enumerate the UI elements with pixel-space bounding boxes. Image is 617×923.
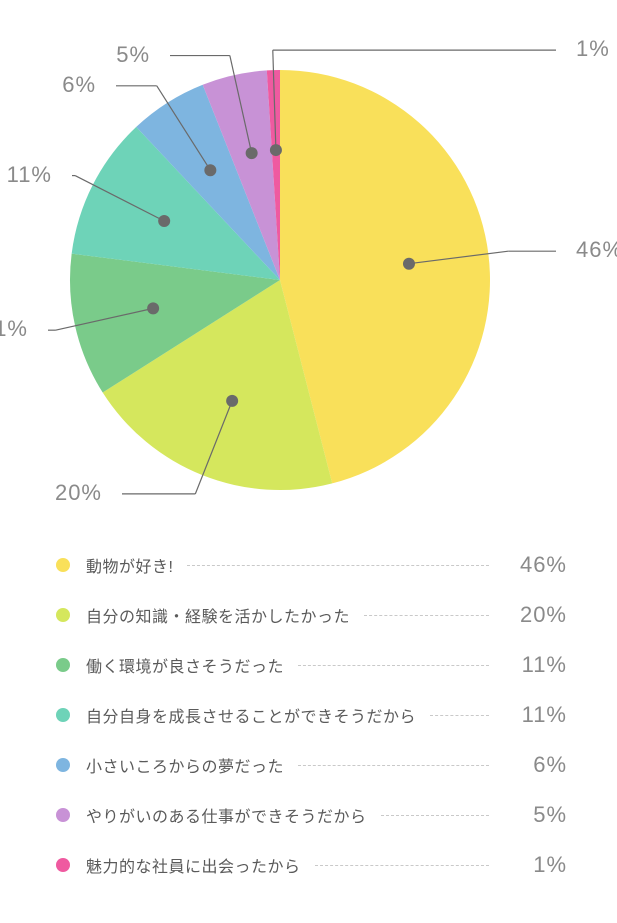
leader-marker — [147, 302, 159, 314]
legend-pct: 11% — [503, 652, 567, 678]
pie-chart: 46% 20% 11% 11% 6% 5% 1% — [0, 0, 617, 540]
legend-row: 小さいころからの夢だった 6% — [56, 740, 567, 790]
legend-row: 自分の知識・経験を活かしたかった 20% — [56, 590, 567, 640]
legend-row: 働く環境が良さそうだった 11% — [56, 640, 567, 690]
callout-pct: 11% — [0, 316, 28, 342]
legend-dot — [56, 808, 70, 822]
legend-leader — [430, 715, 489, 716]
legend-leader — [298, 765, 489, 766]
callout-pct: 5% — [116, 42, 150, 68]
legend-dot — [56, 558, 70, 572]
legend-row: 魅力的な社員に出会ったから 1% — [56, 840, 567, 890]
legend-pct: 6% — [503, 752, 567, 778]
legend-leader — [364, 615, 489, 616]
legend-dot — [56, 708, 70, 722]
legend-dot — [56, 608, 70, 622]
legend-pct: 46% — [503, 552, 567, 578]
legend-pct: 1% — [503, 852, 567, 878]
legend-label: 魅力的な社員に出会ったから — [86, 853, 301, 877]
callout-pct: 20% — [55, 480, 102, 506]
legend-leader — [298, 665, 489, 666]
legend-label: 自分の知識・経験を活かしたかった — [86, 603, 350, 627]
legend-label: やりがいのある仕事ができそうだから — [86, 803, 367, 827]
leader-marker — [226, 395, 238, 407]
legend-pct: 11% — [503, 702, 567, 728]
callout-pct: 11% — [7, 162, 52, 188]
legend-row: 自分自身を成長させることができそうだから 11% — [56, 690, 567, 740]
legend-dot — [56, 658, 70, 672]
legend: 動物が好き! 46% 自分の知識・経験を活かしたかった 20% 働く環境が良さそうだった… — [0, 540, 617, 890]
legend-label: 自分自身を成長させることができそうだから — [86, 703, 416, 727]
legend-pct: 20% — [503, 602, 567, 628]
legend-dot — [56, 758, 70, 772]
legend-dot — [56, 858, 70, 872]
legend-label: 動物が好き! — [86, 553, 173, 577]
leader-marker — [246, 147, 258, 159]
leader-marker — [270, 144, 282, 156]
leader-marker — [158, 215, 170, 227]
legend-row: 動物が好き! 46% — [56, 540, 567, 590]
legend-leader — [187, 565, 489, 566]
legend-row: やりがいのある仕事ができそうだから 5% — [56, 790, 567, 840]
callout-pct: 46% — [576, 237, 617, 263]
legend-leader — [315, 865, 489, 866]
legend-leader — [381, 815, 489, 816]
leader-marker — [403, 258, 415, 270]
callout-pct: 6% — [62, 72, 96, 98]
legend-label: 働く環境が良さそうだった — [86, 653, 284, 677]
legend-label: 小さいころからの夢だった — [86, 753, 284, 777]
callout-pct: 1% — [576, 36, 610, 62]
legend-pct: 5% — [503, 802, 567, 828]
leader-marker — [204, 164, 216, 176]
